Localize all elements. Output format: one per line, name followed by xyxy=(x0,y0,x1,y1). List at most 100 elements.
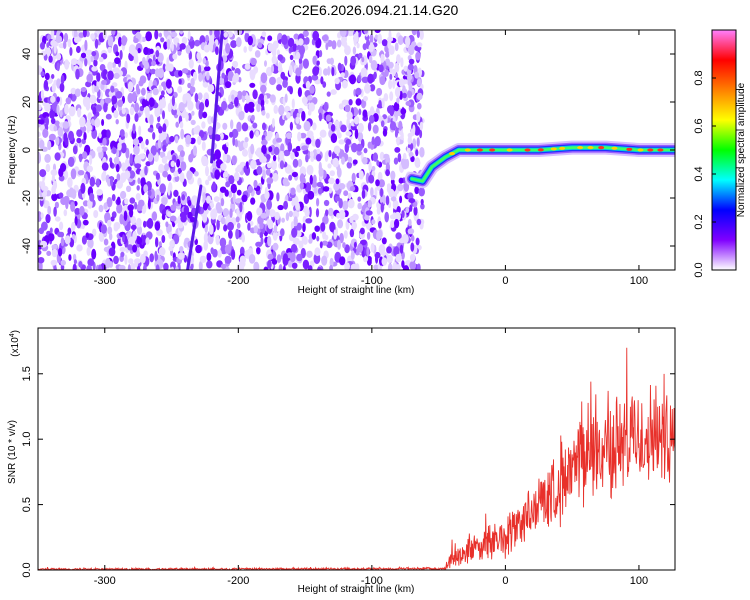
noise-speckle xyxy=(368,161,372,172)
noise-speckle xyxy=(154,106,161,118)
noise-speckle xyxy=(238,260,246,268)
spectrogram-x-label: Height of straight line (km) xyxy=(298,285,415,296)
noise-speckle xyxy=(354,36,359,43)
noise-speckle xyxy=(114,57,121,65)
noise-speckle xyxy=(345,138,352,145)
noise-speckle xyxy=(73,36,80,44)
noise-speckle xyxy=(120,142,127,154)
noise-speckle xyxy=(232,60,239,68)
noise-speckle xyxy=(49,227,53,234)
noise-speckle xyxy=(127,264,131,270)
noise-speckle xyxy=(158,247,166,256)
noise-speckle xyxy=(407,63,414,71)
noise-speckle xyxy=(415,237,420,246)
noise-speckle xyxy=(265,112,270,119)
noise-speckle xyxy=(362,43,367,51)
noise-speckle xyxy=(241,194,248,203)
noise-speckle xyxy=(287,37,295,48)
noise-speckle xyxy=(369,42,374,53)
noise-speckle xyxy=(407,192,414,200)
y-tick-label: 1.5 xyxy=(21,366,33,381)
noise-speckle xyxy=(228,230,233,239)
noise-speckle xyxy=(115,51,120,57)
noise-speckle xyxy=(133,37,139,44)
noise-speckle xyxy=(130,224,137,231)
noise-speckle xyxy=(363,95,368,102)
noise-speckle xyxy=(74,88,81,97)
noise-speckle xyxy=(290,151,295,160)
noise-speckle xyxy=(170,160,176,168)
noise-speckle xyxy=(59,109,63,118)
noise-speckle xyxy=(360,67,368,79)
noise-speckle xyxy=(267,253,274,260)
noise-speckle xyxy=(55,35,63,43)
noise-speckle xyxy=(134,258,139,268)
noise-speckle xyxy=(378,100,382,109)
noise-speckle xyxy=(215,234,220,246)
noise-speckle xyxy=(292,158,299,168)
noise-speckle xyxy=(76,45,81,54)
noise-speckle xyxy=(262,122,266,131)
signal-hotspot xyxy=(489,148,496,152)
noise-speckle xyxy=(175,121,179,128)
noise-speckle xyxy=(182,93,187,104)
noise-speckle xyxy=(187,100,194,111)
noise-speckle xyxy=(410,155,415,163)
noise-speckle xyxy=(219,76,225,85)
noise-speckle xyxy=(344,262,350,270)
noise-speckle xyxy=(255,247,261,255)
noise-speckle xyxy=(232,76,236,83)
noise-speckle xyxy=(98,204,104,213)
noise-speckle xyxy=(192,71,198,81)
noise-speckle xyxy=(60,163,67,172)
noise-speckle xyxy=(347,192,352,200)
y-tick-label: 0.5 xyxy=(21,497,33,512)
noise-speckle xyxy=(392,78,396,89)
snr-y-label: SNR (10 * v/v) xyxy=(7,420,18,484)
noise-speckle xyxy=(53,125,58,132)
noise-speckle xyxy=(127,81,134,92)
noise-speckle xyxy=(398,177,404,184)
noise-speckle xyxy=(150,145,157,156)
noise-speckle xyxy=(314,225,321,232)
noise-speckle xyxy=(202,202,208,211)
noise-speckle xyxy=(216,219,220,231)
noise-speckle xyxy=(354,186,359,193)
noise-speckle xyxy=(241,122,249,132)
noise-speckle xyxy=(288,174,293,181)
noise-speckle xyxy=(382,128,388,137)
noise-speckle xyxy=(44,102,51,112)
noise-speckle xyxy=(352,213,359,221)
noise-speckle xyxy=(297,131,302,142)
noise-speckle xyxy=(163,83,167,91)
x-tick-label: 0 xyxy=(502,575,508,587)
noise-speckle xyxy=(281,217,285,223)
noise-speckle xyxy=(394,218,400,229)
noise-speckle xyxy=(181,68,189,74)
noise-speckle xyxy=(299,132,307,139)
noise-speckle xyxy=(416,78,422,87)
noise-speckle xyxy=(378,244,386,255)
noise-speckle xyxy=(399,244,404,254)
noise-speckle xyxy=(147,73,151,81)
noise-speckle xyxy=(167,211,172,218)
noise-speckle xyxy=(230,40,238,49)
noise-speckle xyxy=(207,175,212,182)
noise-speckle xyxy=(119,246,126,253)
x-tick-label: -200 xyxy=(227,575,249,587)
noise-speckle xyxy=(299,63,303,70)
noise-speckle xyxy=(261,110,266,116)
noise-speckle xyxy=(106,129,111,139)
noise-speckle xyxy=(120,190,127,200)
noise-speckle xyxy=(416,137,420,147)
noise-speckle xyxy=(243,30,251,34)
noise-speckle xyxy=(301,96,308,105)
noise-speckle xyxy=(203,232,209,244)
noise-speckle xyxy=(261,31,267,38)
noise-speckle xyxy=(158,84,162,93)
noise-speckle xyxy=(90,118,95,126)
noise-speckle xyxy=(415,51,421,61)
noise-speckle xyxy=(54,152,61,161)
noise-speckle xyxy=(215,46,219,55)
noise-speckle xyxy=(40,71,45,77)
